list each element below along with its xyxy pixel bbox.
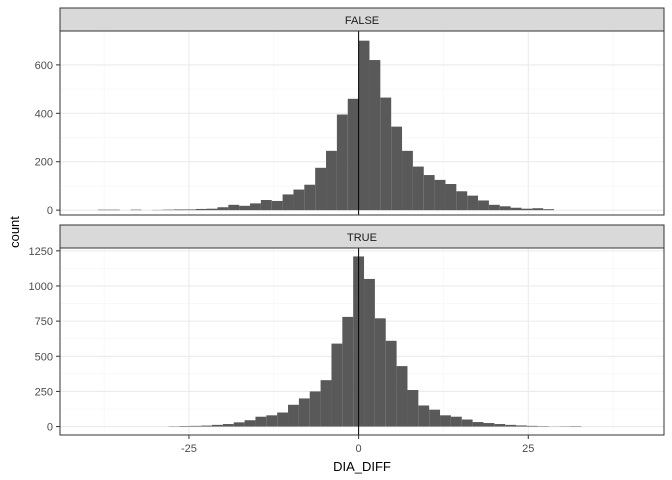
- y-tick-label: 1000: [29, 281, 53, 293]
- histogram-bar: [385, 340, 397, 427]
- histogram-bar: [233, 422, 245, 427]
- y-tick-label: 750: [35, 316, 53, 328]
- x-axis-title: DIA_DIFF: [333, 459, 391, 474]
- y-tick-label: 0: [47, 205, 53, 217]
- histogram-bar: [260, 199, 272, 211]
- histogram-bar: [429, 409, 441, 427]
- histogram-bar: [434, 179, 446, 211]
- histogram-bar: [217, 207, 229, 211]
- histogram-bar: [478, 200, 489, 211]
- histogram-bar: [195, 208, 207, 211]
- histogram-bar: [174, 209, 185, 211]
- y-tick-label: 0: [47, 422, 53, 434]
- histogram-bar: [391, 126, 403, 211]
- histogram-bar: [532, 208, 544, 211]
- histogram-bar: [201, 425, 213, 427]
- strip-true-label: TRUE: [347, 232, 377, 244]
- histogram-bar: [456, 191, 468, 211]
- histogram-bar: [212, 424, 223, 427]
- histogram-bar: [402, 150, 413, 211]
- y-tick-label: 1250: [29, 246, 53, 258]
- histogram-bar: [526, 425, 538, 427]
- histogram-bar: [505, 424, 517, 427]
- panel-true-border: [59, 247, 665, 436]
- histogram-bar: [396, 366, 408, 427]
- histogram-bar: [179, 426, 191, 427]
- histogram-bar: [206, 208, 218, 211]
- histogram-bar: [309, 391, 321, 427]
- histogram-bar: [222, 424, 234, 427]
- histogram-bar: [494, 424, 506, 427]
- histogram-bar: [423, 175, 435, 211]
- histogram-bar: [190, 425, 202, 427]
- x-tick-label: -25: [181, 443, 197, 455]
- y-tick-label: 200: [35, 157, 53, 169]
- histogram-bar: [315, 167, 327, 211]
- histogram-bar: [467, 195, 479, 211]
- strip-false-label: FALSE: [345, 15, 379, 27]
- y-tick-label: 500: [35, 351, 53, 363]
- histogram-bar: [488, 204, 500, 211]
- histogram-bar: [255, 416, 267, 427]
- histogram-bar: [336, 114, 348, 211]
- histogram-bar: [483, 423, 495, 427]
- histogram-bar: [239, 205, 251, 211]
- histogram-bar: [250, 203, 261, 211]
- histogram-bar: [293, 189, 305, 211]
- histogram-bar: [380, 97, 392, 211]
- histogram-bar: [298, 398, 310, 427]
- histogram-bar: [282, 194, 294, 211]
- x-tick-label: 25: [522, 443, 534, 455]
- histogram-bar: [358, 40, 370, 211]
- histogram-bar: [407, 390, 419, 427]
- y-axis-title: count: [7, 216, 22, 248]
- panel-true: TRUE 0 250 500 750 1000 1250: [29, 224, 665, 436]
- histogram-bar: [516, 425, 527, 427]
- histogram-bar: [288, 404, 299, 427]
- histogram-bar: [445, 184, 457, 211]
- histogram-bar: [521, 208, 533, 211]
- histogram-bar: [412, 166, 424, 211]
- histogram-bar: [342, 316, 354, 427]
- histogram-bar: [266, 415, 278, 427]
- histogram-bar: [418, 405, 430, 427]
- histogram-bar: [184, 209, 196, 211]
- histogram-bar: [543, 209, 555, 211]
- x-tick-label: 0: [356, 443, 362, 455]
- panel-true-y-axis: 0 250 500 750 1000 1250: [29, 246, 60, 434]
- histogram-bar: [271, 200, 283, 211]
- histogram-bar: [374, 318, 386, 427]
- histogram-bar: [277, 412, 289, 427]
- panel-false: FALSE 0 200 400 600: [35, 7, 665, 217]
- panel-false-bars: [98, 40, 555, 211]
- histogram-bar: [228, 204, 240, 211]
- histogram-bar: [472, 422, 484, 427]
- histogram-bar: [320, 380, 332, 427]
- histogram-bar: [510, 207, 522, 211]
- histogram-bar: [347, 98, 359, 211]
- panel-false-border: [59, 30, 665, 216]
- histogram-bar: [244, 420, 256, 427]
- histogram-bar: [440, 415, 451, 427]
- histogram-bar: [450, 416, 462, 427]
- x-axis: -25 0 25: [181, 435, 534, 455]
- histogram-bar: [331, 343, 343, 427]
- y-tick-label: 250: [35, 386, 53, 398]
- histogram-bar: [499, 206, 511, 211]
- histogram-bar: [369, 60, 381, 211]
- panel-false-y-axis: 0 200 400 600: [35, 60, 60, 217]
- histogram-bar: [326, 150, 337, 211]
- histogram-bar: [461, 419, 473, 427]
- y-tick-label: 600: [35, 60, 53, 72]
- histogram-bar: [304, 184, 316, 211]
- y-tick-label: 400: [35, 108, 53, 120]
- histogram-bar: [364, 278, 375, 427]
